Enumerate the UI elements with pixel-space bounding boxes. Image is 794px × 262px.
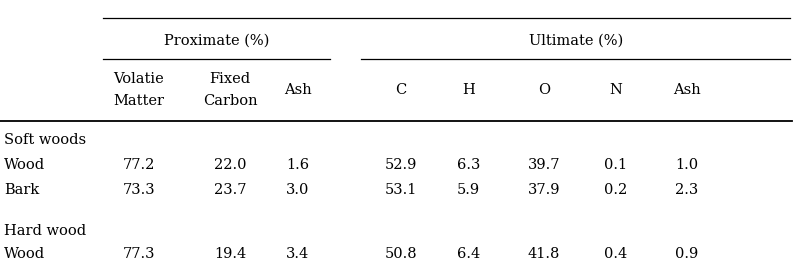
Text: 0.4: 0.4	[603, 247, 627, 261]
Text: 23.7: 23.7	[214, 183, 246, 197]
Text: 53.1: 53.1	[385, 183, 417, 197]
Text: H: H	[462, 83, 475, 97]
Text: 50.8: 50.8	[384, 247, 418, 261]
Text: 37.9: 37.9	[528, 183, 560, 197]
Text: 0.2: 0.2	[603, 183, 627, 197]
Text: 2.3: 2.3	[675, 183, 699, 197]
Text: Ash: Ash	[284, 83, 311, 97]
Text: Wood: Wood	[4, 247, 45, 261]
Text: C: C	[395, 83, 407, 97]
Text: 1.0: 1.0	[675, 158, 699, 172]
Text: Matter: Matter	[114, 94, 164, 108]
Text: 19.4: 19.4	[214, 247, 246, 261]
Text: Ash: Ash	[673, 83, 700, 97]
Text: 22.0: 22.0	[214, 158, 246, 172]
Text: Carbon: Carbon	[203, 94, 257, 108]
Text: 52.9: 52.9	[385, 158, 417, 172]
Text: Fixed: Fixed	[210, 72, 251, 86]
Text: Volatie: Volatie	[114, 72, 164, 86]
Text: O: O	[538, 83, 550, 97]
Text: Bark: Bark	[4, 183, 39, 197]
Text: Ultimate (%): Ultimate (%)	[529, 34, 622, 48]
Text: 77.3: 77.3	[123, 247, 155, 261]
Text: 1.6: 1.6	[286, 158, 310, 172]
Text: Hard wood: Hard wood	[4, 223, 86, 238]
Text: Wood: Wood	[4, 158, 45, 172]
Text: 6.4: 6.4	[457, 247, 480, 261]
Text: 3.4: 3.4	[286, 247, 310, 261]
Text: 73.3: 73.3	[122, 183, 156, 197]
Text: 0.1: 0.1	[603, 158, 627, 172]
Text: 41.8: 41.8	[528, 247, 560, 261]
Text: 5.9: 5.9	[457, 183, 480, 197]
Text: 0.9: 0.9	[675, 247, 699, 261]
Text: 6.3: 6.3	[457, 158, 480, 172]
Text: Soft woods: Soft woods	[4, 133, 86, 147]
Text: Proximate (%): Proximate (%)	[164, 34, 269, 48]
Text: 77.2: 77.2	[123, 158, 155, 172]
Text: 3.0: 3.0	[286, 183, 310, 197]
Text: 39.7: 39.7	[528, 158, 560, 172]
Text: N: N	[609, 83, 622, 97]
